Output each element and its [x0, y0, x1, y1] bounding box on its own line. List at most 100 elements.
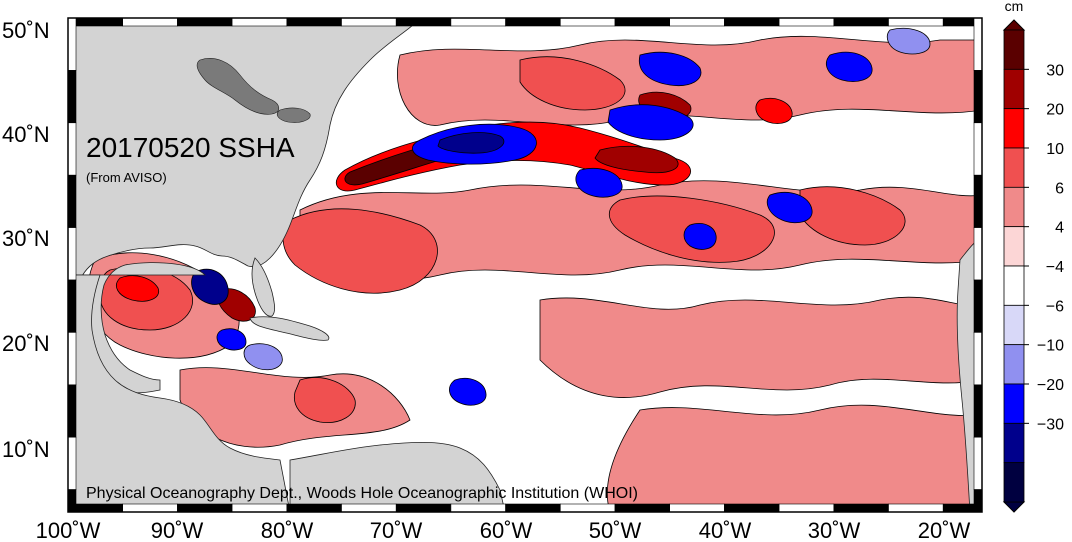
ssha-anomaly-patch [607, 104, 694, 141]
colorbar-tick-label: −4 [1046, 259, 1064, 276]
frame-segment [177, 503, 233, 513]
frame-segment [559, 17, 616, 27]
ssha-anomaly-patch [799, 186, 906, 246]
frame-segment [614, 503, 671, 513]
colorbar-swatch [1003, 147, 1025, 188]
frame-segment [724, 17, 780, 27]
ssha-anomaly-patch [606, 404, 982, 512]
colorbar-tick-label: 30 [1046, 62, 1064, 79]
lat-tick-label: 40˚N [2, 122, 50, 147]
ssha-anomaly-patch [243, 343, 283, 371]
colorbar-swatch [1003, 304, 1025, 346]
colorbar-swatch [1003, 383, 1025, 424]
central-america-land [68, 274, 291, 512]
frame-segment [395, 503, 452, 513]
ssha-anomaly-patch [282, 208, 438, 294]
lon-tick-label: 60˚W [480, 518, 533, 542]
frame-segment [67, 436, 77, 490]
lon-tick-label: 50˚W [589, 518, 642, 542]
colorbar-tick-label: −30 [1037, 416, 1064, 433]
colorbar-swatch [1003, 422, 1025, 464]
map-credit: Physical Oceanography Dept., Woods Hole … [86, 485, 638, 502]
ssha-anomaly-patch [755, 97, 793, 124]
ssha-anomaly-patch [594, 145, 679, 174]
ssha-negative-field [191, 27, 931, 406]
frame-segment [888, 17, 944, 27]
frame-segment [231, 17, 288, 27]
great-lakes [196, 58, 280, 115]
colorbar-tick-label: −10 [1037, 338, 1064, 355]
lon-tick-label: 80˚W [261, 518, 314, 542]
map-panel [68, 18, 982, 512]
frame-segment [973, 436, 983, 490]
colorbar-swatch [1003, 108, 1025, 149]
lat-tick-label: 10˚N [2, 437, 50, 462]
colorbar-tick-label: 10 [1046, 141, 1064, 158]
frame-segment [973, 489, 983, 513]
frame-segment [669, 17, 725, 27]
colorbar-tick-label: 4 [1055, 220, 1064, 237]
frame-segment [614, 17, 671, 27]
south-america-land [289, 441, 506, 512]
ssha-anomaly-patch [293, 377, 356, 423]
ssha-anomaly-patch [575, 168, 623, 198]
colorbar-swatch [1003, 265, 1025, 306]
ssha-anomaly-patch [437, 132, 505, 154]
lon-tick-label: 100˚W [36, 518, 101, 542]
map-title: 20170520 SSHA [86, 132, 295, 163]
frame-segment [973, 332, 983, 386]
map-subtitle: (From AVISO) [86, 170, 167, 185]
frame-segment [973, 227, 983, 281]
lon-tick-label: 90˚W [151, 518, 204, 542]
frame-segment [67, 384, 77, 438]
ssha-anomaly-patch [766, 192, 813, 224]
ssha-anomaly-patch [179, 367, 411, 448]
frame-segment [973, 17, 983, 71]
colorbar-swatch [1003, 226, 1025, 267]
frame-segment [67, 279, 77, 333]
frame-segment [973, 174, 983, 228]
ssha-anomaly-patch [216, 328, 247, 351]
frame-segment [231, 503, 288, 513]
colorbar-swatch [1003, 462, 1025, 503]
lat-tick-label: 50˚N [2, 18, 50, 43]
map-border [67, 17, 983, 513]
colorbar-tick-label: −20 [1037, 377, 1064, 394]
frame-segment [973, 70, 983, 124]
frame-segment [67, 174, 77, 228]
florida-land [251, 257, 276, 317]
colorbar-swatch [1003, 344, 1025, 385]
colorbar-tick-label: 6 [1055, 180, 1064, 197]
ssha-moderate-high [99, 56, 906, 423]
frame-segment [888, 503, 944, 513]
frame-segment [973, 122, 983, 176]
frame-segment [341, 503, 397, 513]
lon-tick-label: 20˚W [918, 518, 971, 542]
colorbar-swatch [1003, 68, 1025, 110]
longitude-axis-labels: 100˚W 90˚W 80˚W 70˚W 60˚W 50˚W 40˚W 30˚W… [36, 518, 971, 542]
frame-segment [973, 384, 983, 438]
latitude-axis-labels: 50˚N 40˚N 30˚N 20˚N 10˚N [2, 18, 50, 462]
frame-segment [177, 17, 233, 27]
frame-segment [724, 503, 780, 513]
frame-segment [122, 17, 178, 27]
lon-tick-label: 40˚W [699, 518, 752, 542]
frame-segment [559, 503, 616, 513]
frame-segment [450, 17, 506, 27]
colorbar-tick-label: −6 [1046, 298, 1064, 315]
lat-tick-label: 20˚N [2, 331, 50, 356]
great-lakes [276, 107, 311, 123]
frame-segment [833, 503, 889, 513]
lon-tick-label: 30˚W [808, 518, 861, 542]
frame-segment [505, 503, 561, 513]
frame-segment [67, 227, 77, 281]
ssha-anomaly-patch [638, 51, 702, 87]
colorbar: cm 30 20 10 6 4 −4 −6 −10 −20 −30 [1002, 0, 1064, 513]
colorbar-bottom-arrow [1002, 501, 1026, 513]
ssha-anomaly-patch [449, 377, 487, 406]
ssha-anomaly-patch [683, 223, 717, 250]
frame-segment [67, 70, 77, 124]
cuba-land [249, 316, 330, 341]
frame-segment [67, 122, 77, 176]
